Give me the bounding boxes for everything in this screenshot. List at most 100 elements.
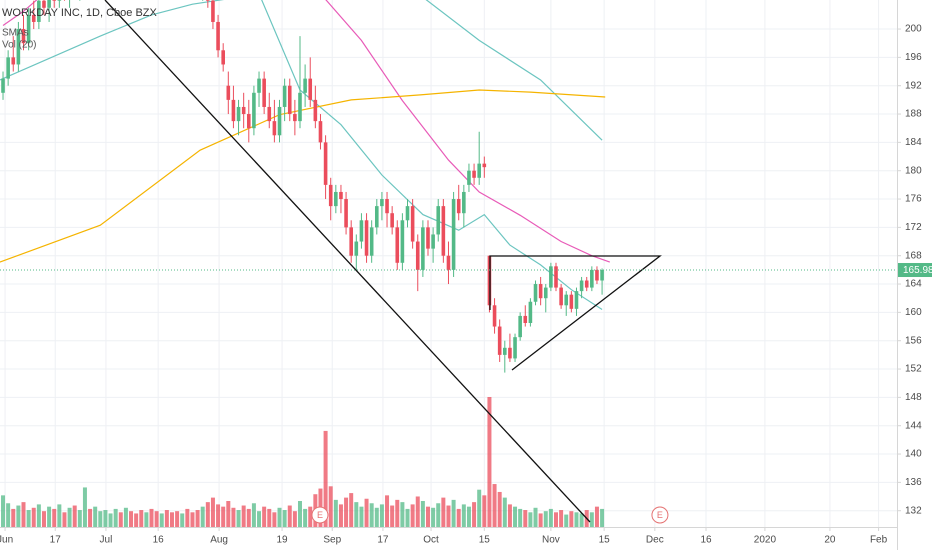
x-tick-label: 16 xyxy=(153,535,165,546)
volume-bar xyxy=(538,513,543,527)
candle-body xyxy=(400,220,405,263)
volume-bar xyxy=(405,508,410,527)
y-tick-label: 160 xyxy=(905,307,922,318)
x-tick-label: Oct xyxy=(423,535,439,546)
candle-body xyxy=(533,284,538,302)
volume-bar xyxy=(195,510,200,527)
volume-bar xyxy=(297,501,302,527)
volume-bar xyxy=(82,487,87,527)
volume-bar xyxy=(461,504,466,527)
volume-bar xyxy=(205,502,210,527)
candle-body xyxy=(339,191,343,200)
candle-body xyxy=(380,199,384,207)
candle-body xyxy=(231,99,236,122)
volume-bar xyxy=(369,503,374,527)
volume-bar xyxy=(513,506,518,527)
candle-body xyxy=(456,199,461,214)
volume-bar xyxy=(492,484,497,527)
candle-body xyxy=(47,0,51,8)
candle-body xyxy=(52,0,57,1)
volume-bar xyxy=(200,506,205,527)
candle-body xyxy=(349,227,353,256)
candle-body xyxy=(590,269,594,288)
candle-body xyxy=(549,266,553,288)
candle-body xyxy=(364,220,369,256)
volume-bar xyxy=(533,507,538,527)
candle-body xyxy=(272,121,277,136)
candle-body xyxy=(262,78,266,107)
moving-average xyxy=(0,89,606,263)
volume-bar xyxy=(548,508,553,527)
volume-bar xyxy=(379,504,384,527)
y-tick-label: 192 xyxy=(905,80,922,91)
volume-bar xyxy=(543,511,548,527)
volume-bar xyxy=(333,499,338,527)
candle-body xyxy=(518,315,522,338)
y-tick-label: 184 xyxy=(905,137,922,148)
event-marker xyxy=(651,506,669,524)
y-tick-label: 148 xyxy=(905,392,922,403)
candle-body xyxy=(415,241,420,270)
candle-body xyxy=(42,0,46,8)
candle-body xyxy=(477,163,481,178)
y-tick-label: 172 xyxy=(905,222,922,233)
y-tick-label: 188 xyxy=(905,109,922,120)
drawings xyxy=(104,0,662,523)
x-tick-label: 20 xyxy=(824,535,836,546)
volume-bar xyxy=(67,507,72,527)
volume-bar xyxy=(277,507,282,527)
candle-body xyxy=(221,50,225,65)
volume-bar xyxy=(190,512,195,527)
candle-body xyxy=(267,106,272,122)
volume-bar xyxy=(169,512,174,527)
volume-bar xyxy=(338,504,343,527)
volume-bar xyxy=(344,497,349,527)
candle-body xyxy=(277,106,282,136)
candle-body xyxy=(246,114,251,129)
x-tick-label: Sep xyxy=(323,535,341,546)
volume-bar xyxy=(594,506,599,527)
volume-bar xyxy=(26,510,31,527)
candle-body xyxy=(241,106,246,115)
y-tick-label: 140 xyxy=(905,449,922,460)
volume-bar xyxy=(113,508,118,527)
x-tick-label: 19 xyxy=(277,535,289,546)
volume-bar xyxy=(287,505,292,527)
volume-bar xyxy=(103,510,108,527)
candle-body xyxy=(584,280,589,288)
volume-bar xyxy=(11,508,16,527)
last-price-label: 165.98 xyxy=(903,265,932,276)
volume-bar xyxy=(175,511,180,527)
volume-bar xyxy=(216,504,221,527)
candle-body xyxy=(236,106,241,122)
volume-bar xyxy=(144,512,149,527)
volume-bar xyxy=(241,505,246,527)
volume-bar xyxy=(502,497,507,527)
volume-bar xyxy=(390,505,395,527)
volume-bar xyxy=(251,503,256,527)
candle-body xyxy=(252,92,256,129)
volume-bar xyxy=(123,507,128,527)
volume-bar xyxy=(292,511,297,527)
volume-bar xyxy=(62,512,67,527)
volume-bar xyxy=(282,510,287,527)
x-tick-label: 17 xyxy=(377,535,389,546)
y-tick-label: 132 xyxy=(905,505,922,516)
candle-body xyxy=(21,29,26,44)
volume-bar xyxy=(374,507,379,527)
volume-bar xyxy=(589,512,594,527)
volume-bar xyxy=(323,430,328,527)
volume-bar xyxy=(466,506,471,527)
candle-body xyxy=(31,14,36,22)
volume-bar xyxy=(425,506,430,527)
volume-bar xyxy=(180,513,185,527)
candle-body xyxy=(334,191,338,207)
volume-bar xyxy=(600,508,605,527)
volume-bar xyxy=(41,511,46,527)
candle-body xyxy=(328,184,333,207)
volume-bar xyxy=(257,511,262,527)
candle-body xyxy=(211,0,215,22)
volume-bar xyxy=(221,506,226,527)
y-tick-label: 200 xyxy=(905,24,922,35)
